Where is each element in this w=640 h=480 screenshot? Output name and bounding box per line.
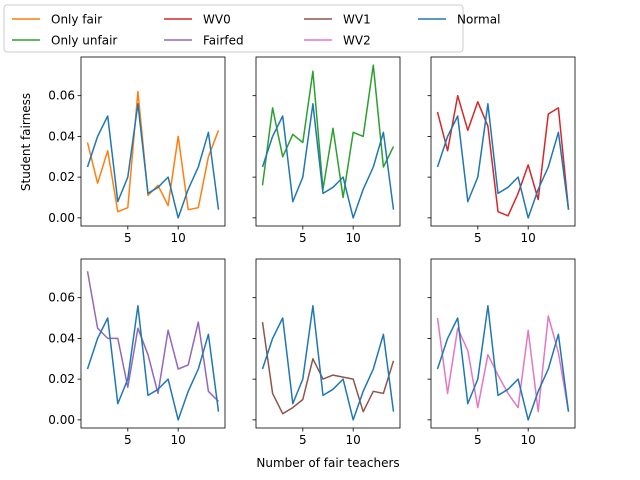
x-axis-label: Number of fair teachers [256, 456, 399, 470]
subplot-4: 5 10 0.00 0.02 0.04 0.06 [48, 258, 226, 447]
x-tick-label: 10 [521, 433, 536, 447]
y-axis-label: Student fairness [19, 93, 33, 191]
legend-entry-only-unfair: Only unfair [12, 34, 117, 48]
subplot-1: 5 10 0.00 0.02 0.04 0.06 [48, 56, 226, 245]
series-line-normal [436, 103, 570, 219]
y-tick-label: 0.04 [48, 129, 75, 143]
y-tick-label: 0.06 [48, 89, 75, 103]
series-line-normal [86, 103, 220, 219]
series-line-normal [261, 305, 395, 421]
series-line-normal [261, 103, 395, 219]
x-tick-label: 10 [521, 231, 536, 245]
axes-frame [80, 258, 226, 429]
legend-label: Normal [457, 13, 500, 27]
series-line-fairfed [86, 271, 220, 403]
legend-box [3, 4, 464, 53]
x-tick-label: 5 [299, 231, 307, 245]
legend-entry-fairfed: Fairfed [164, 34, 244, 48]
series-line-wv0 [436, 94, 570, 217]
legend-label: WV1 [343, 13, 371, 27]
axes-frame [255, 258, 401, 429]
series-line-normal [436, 305, 570, 421]
x-tick-label: 10 [171, 433, 186, 447]
legend-label: WV0 [203, 13, 231, 27]
legend-entry-normal: Normal [418, 13, 500, 27]
y-tick-label: 0.02 [48, 170, 75, 184]
series-line-wv2 [436, 315, 570, 413]
legend-label: WV2 [343, 34, 371, 48]
x-tick-label: 5 [124, 433, 132, 447]
axes-frame [80, 56, 226, 227]
series-line-wv1 [261, 321, 395, 415]
series-line-normal [86, 305, 220, 421]
x-tick-label: 5 [474, 231, 482, 245]
legend-label: Only unfair [51, 34, 117, 48]
subplot-grid: 5 10 0.00 0.02 0.04 0.06 5 10 5 10 5 10 0.00 0.02 0.04… [48, 56, 576, 447]
y-tick-label: 0.04 [48, 331, 75, 345]
y-tick-label: 0.00 [48, 211, 75, 225]
legend-label: Only fair [51, 13, 102, 27]
y-tick-label: 0.06 [48, 291, 75, 305]
x-tick-label: 5 [124, 231, 132, 245]
subplot-3: 5 10 [427, 56, 576, 245]
x-tick-label: 10 [346, 433, 361, 447]
series-line-only-unfair [261, 64, 395, 199]
legend: Only fair Only unfair WV0 Fairfed WV1 WV2 Norm… [3, 4, 500, 53]
axes-frame [430, 56, 576, 227]
legend-entry-wv2: WV2 [304, 34, 371, 48]
x-tick-label: 5 [474, 433, 482, 447]
subplot-6: 5 10 [427, 258, 576, 447]
axes-frame [255, 56, 401, 227]
x-tick-label: 10 [346, 231, 361, 245]
legend-entry-only-fair: Only fair [12, 13, 102, 27]
legend-entry-wv0: WV0 [164, 13, 231, 27]
subplot-2: 5 10 [252, 56, 401, 245]
y-tick-label: 0.00 [48, 413, 75, 427]
subplot-5: 5 10 [252, 258, 401, 447]
y-tick-label: 0.02 [48, 372, 75, 386]
legend-label: Fairfed [203, 34, 244, 48]
series-line-only-fair [86, 90, 220, 213]
axes-frame [430, 258, 576, 429]
legend-entry-wv1: WV1 [304, 13, 371, 27]
x-tick-label: 10 [171, 231, 186, 245]
x-tick-label: 5 [299, 433, 307, 447]
